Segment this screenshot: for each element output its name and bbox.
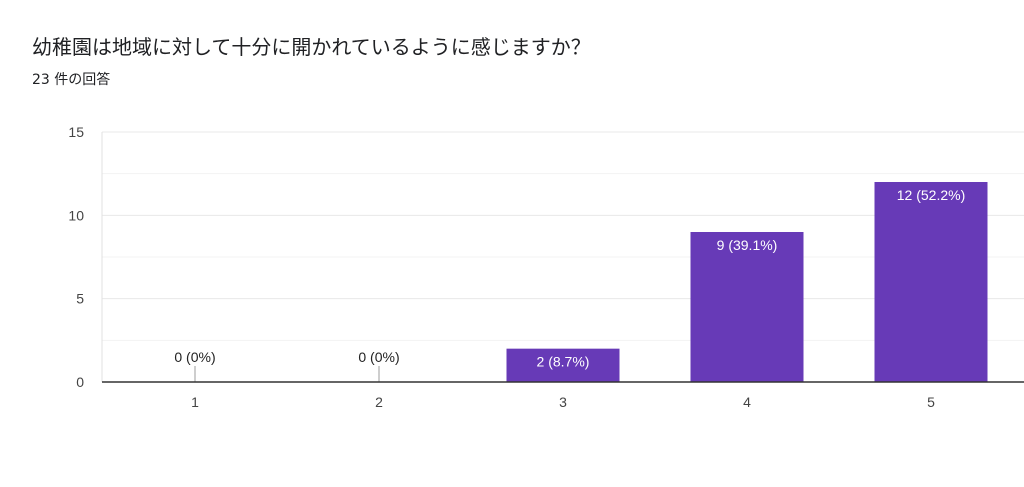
data-label: 0 (0%) (174, 349, 215, 365)
question-title: 幼稚園は地域に対して十分に開かれているように感じますか？ (32, 35, 591, 59)
y-axis-ticks: 0 5 10 15 (68, 124, 84, 390)
bar (690, 232, 804, 382)
x-axis-ticks: 1 2 3 4 5 (191, 394, 935, 410)
y-tick-label: 5 (76, 291, 84, 307)
gridlines (101, 131, 1024, 382)
y-tick-label: 10 (68, 207, 84, 223)
data-label: 12 (52.2%) (897, 187, 965, 203)
data-label: 2 (8.7%) (537, 354, 590, 370)
data-labels: 0 (0%) 0 (0%) 2 (8.7%) 9 (39.1%) 12 (52.2%) (174, 187, 965, 370)
bars (102, 182, 1024, 383)
data-label: 9 (39.1%) (717, 237, 778, 253)
x-tick-label: 5 (927, 394, 935, 410)
y-tick-label: 0 (76, 374, 84, 390)
x-tick-label: 3 (559, 394, 567, 410)
bar (506, 348, 620, 382)
data-label: 0 (0%) (358, 349, 399, 365)
x-tick-label: 2 (375, 394, 383, 410)
response-count: 23 件の回答 (32, 72, 111, 88)
x-tick-label: 4 (743, 394, 751, 410)
bar (874, 182, 988, 382)
x-tick-label: 1 (191, 394, 199, 410)
y-tick-label: 15 (68, 124, 84, 140)
